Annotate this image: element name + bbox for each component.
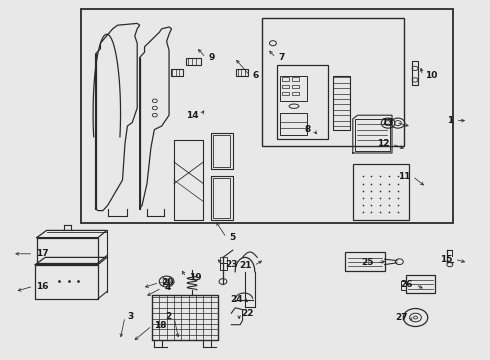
Bar xyxy=(292,92,299,95)
Bar xyxy=(186,58,201,65)
Text: 22: 22 xyxy=(242,309,254,318)
Bar xyxy=(171,69,183,76)
Bar xyxy=(213,135,230,167)
Bar xyxy=(292,85,299,88)
Bar xyxy=(282,77,289,81)
Text: 14: 14 xyxy=(186,111,198,120)
Text: 20: 20 xyxy=(162,278,174,287)
Bar xyxy=(353,164,409,220)
Text: 13: 13 xyxy=(381,118,393,127)
Text: 15: 15 xyxy=(440,255,452,264)
Bar xyxy=(211,176,233,220)
Bar xyxy=(406,275,435,293)
Bar xyxy=(211,133,233,169)
Text: 12: 12 xyxy=(377,139,390,148)
Text: 23: 23 xyxy=(225,260,238,269)
Text: 24: 24 xyxy=(230,295,243,304)
Text: 21: 21 xyxy=(239,261,251,270)
Bar xyxy=(236,69,248,76)
Text: 2: 2 xyxy=(165,312,172,321)
Bar xyxy=(345,252,385,271)
Bar xyxy=(213,178,230,218)
Text: 8: 8 xyxy=(305,125,311,134)
Bar xyxy=(401,281,406,290)
Text: 19: 19 xyxy=(189,273,201,282)
Bar xyxy=(412,61,418,85)
Text: 6: 6 xyxy=(252,71,259,80)
Bar xyxy=(277,65,328,139)
Text: 26: 26 xyxy=(400,280,413,289)
Text: 3: 3 xyxy=(127,312,134,321)
Text: 25: 25 xyxy=(361,258,374,267)
Bar xyxy=(280,113,307,135)
Text: 16: 16 xyxy=(36,282,49,291)
Text: 27: 27 xyxy=(395,313,408,322)
Bar xyxy=(280,76,307,101)
Text: 9: 9 xyxy=(208,53,215,62)
Text: 11: 11 xyxy=(397,172,410,181)
Text: 10: 10 xyxy=(425,71,437,80)
Bar xyxy=(262,18,404,146)
Text: 1: 1 xyxy=(447,116,453,125)
Text: 5: 5 xyxy=(229,233,235,242)
Bar xyxy=(220,263,227,270)
Text: 18: 18 xyxy=(154,321,167,330)
Bar xyxy=(333,76,350,130)
Bar xyxy=(292,77,299,81)
Bar xyxy=(355,119,390,151)
Bar xyxy=(220,257,227,263)
Text: 7: 7 xyxy=(278,53,285,62)
Text: 17: 17 xyxy=(36,249,49,258)
Bar xyxy=(282,92,289,95)
Bar xyxy=(282,85,289,88)
Bar xyxy=(81,9,453,223)
Text: 4: 4 xyxy=(164,284,171,292)
